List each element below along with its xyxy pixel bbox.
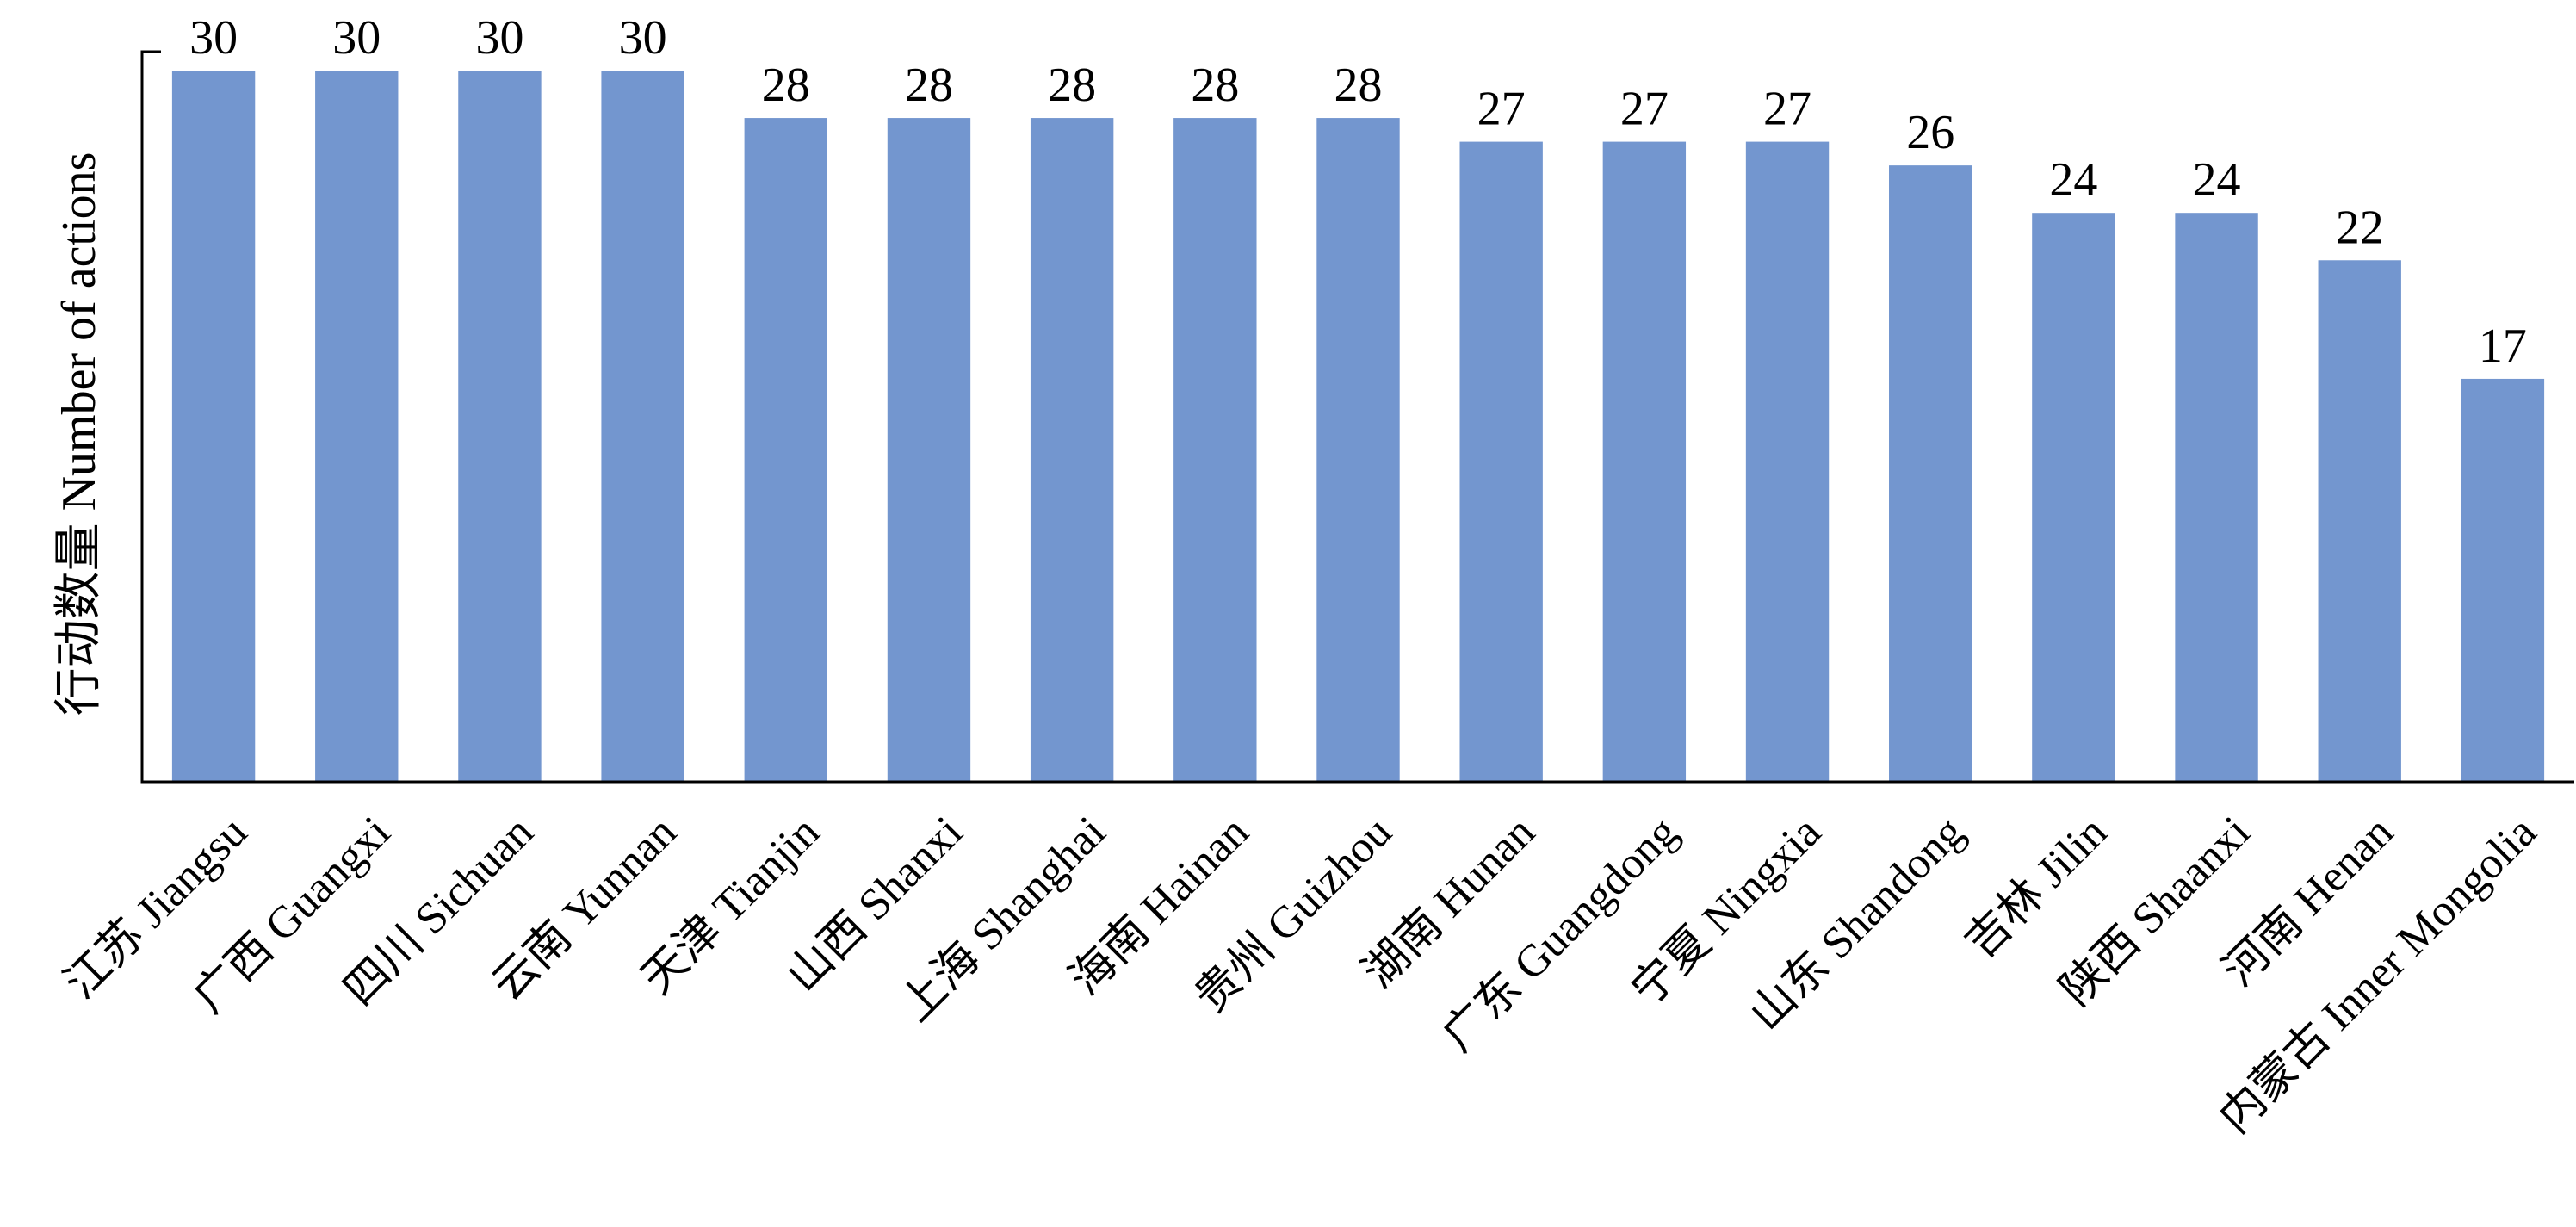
bar — [2032, 213, 2115, 782]
bar — [887, 118, 971, 783]
bar — [2318, 260, 2401, 782]
bar — [2461, 378, 2545, 782]
bar-value-label: 26 — [1906, 106, 1954, 159]
bar-value-label: 28 — [762, 59, 810, 112]
bar-value-label: 28 — [905, 59, 953, 112]
bar-value-label: 24 — [2193, 153, 2241, 207]
bar — [601, 71, 684, 782]
bar — [1173, 118, 1257, 783]
bar — [171, 71, 256, 782]
bar-value-label: 28 — [1334, 59, 1383, 112]
bar — [1745, 141, 1830, 783]
bar — [1459, 141, 1543, 783]
bar-value-label: 28 — [1048, 59, 1096, 112]
bar — [458, 71, 542, 782]
bar-value-labels: 30 30 30 30 28 28 28 28 28 27 27 27 26 24 24 22 17 — [189, 11, 2527, 373]
bars-group — [171, 71, 2545, 783]
bar — [744, 118, 827, 783]
bar-value-label: 30 — [619, 11, 667, 65]
bar-value-label: 24 — [2049, 153, 2097, 207]
bar-value-label: 17 — [2479, 319, 2527, 373]
bar-value-label: 30 — [189, 11, 238, 65]
bar-value-label: 28 — [1191, 59, 1239, 112]
bar — [2175, 213, 2258, 782]
bar — [315, 71, 399, 782]
bar-value-label: 30 — [475, 11, 523, 65]
bar-value-label: 22 — [2336, 201, 2384, 254]
bar — [1030, 118, 1114, 783]
y-axis-label: 行动数量 Number of actions — [53, 152, 106, 716]
chart-axes — [140, 50, 2574, 784]
bar — [1316, 118, 1400, 783]
bar-value-label: 27 — [1620, 83, 1669, 136]
bar — [1602, 141, 1687, 783]
bar-value-label: 27 — [1477, 83, 1526, 136]
bar — [1889, 165, 1972, 783]
bar-value-label: 27 — [1763, 83, 1811, 136]
bar-value-label: 30 — [332, 11, 381, 65]
